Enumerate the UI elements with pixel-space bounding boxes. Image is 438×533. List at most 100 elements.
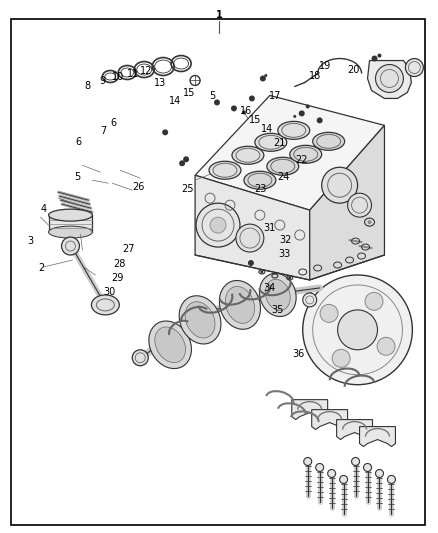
Circle shape [330,311,334,315]
Ellipse shape [406,59,424,77]
Circle shape [288,277,291,279]
Ellipse shape [321,167,357,203]
Polygon shape [360,426,396,447]
Circle shape [317,117,323,123]
Text: 13: 13 [154,78,166,88]
Text: 4: 4 [40,204,46,214]
Text: 9: 9 [99,77,106,86]
Ellipse shape [244,171,276,189]
Ellipse shape [236,224,264,252]
Ellipse shape [232,147,264,164]
Text: 32: 32 [279,235,292,245]
Ellipse shape [316,464,324,472]
Circle shape [242,110,246,115]
Circle shape [367,220,371,224]
Text: 10: 10 [112,72,124,82]
Text: 33: 33 [279,249,291,259]
Ellipse shape [255,133,287,151]
Circle shape [293,115,296,118]
Ellipse shape [332,349,350,367]
Ellipse shape [61,237,79,255]
Text: 30: 30 [103,287,115,297]
Ellipse shape [259,273,296,317]
Circle shape [183,156,189,162]
Ellipse shape [364,464,371,472]
Text: 6: 6 [110,118,117,128]
Text: 35: 35 [272,305,284,315]
Text: 29: 29 [112,273,124,283]
Ellipse shape [375,470,384,478]
Polygon shape [337,419,372,440]
Ellipse shape [49,226,92,238]
Text: 22: 22 [295,155,307,165]
Text: 16: 16 [240,106,252,116]
Ellipse shape [155,327,186,362]
Ellipse shape [304,457,312,465]
Circle shape [179,160,185,166]
Circle shape [307,289,312,294]
Ellipse shape [185,302,215,338]
Ellipse shape [377,337,395,356]
Text: 17: 17 [268,91,281,101]
Ellipse shape [92,295,119,315]
Circle shape [260,76,266,82]
Ellipse shape [303,275,413,385]
Circle shape [162,130,168,135]
Text: 31: 31 [263,223,276,233]
Text: 34: 34 [263,283,276,293]
Ellipse shape [313,132,345,150]
Circle shape [273,274,276,278]
Ellipse shape [179,296,221,344]
Text: 6: 6 [75,136,81,147]
Circle shape [299,110,305,116]
Text: 25: 25 [181,184,194,195]
Polygon shape [195,95,385,210]
Ellipse shape [328,470,336,478]
Ellipse shape [267,157,299,175]
Text: 28: 28 [113,259,126,269]
Text: 14: 14 [169,95,181,106]
Ellipse shape [303,293,317,307]
Polygon shape [195,175,310,280]
Text: 5: 5 [209,91,215,101]
Ellipse shape [225,286,254,324]
Text: 12: 12 [139,66,152,76]
Text: 21: 21 [273,138,286,148]
Polygon shape [49,215,92,232]
Text: 24: 24 [277,172,290,182]
Ellipse shape [196,203,240,247]
Ellipse shape [49,209,92,221]
Ellipse shape [338,310,378,350]
Polygon shape [312,410,348,430]
Ellipse shape [265,279,290,311]
Ellipse shape [365,293,383,310]
Text: 26: 26 [132,182,145,192]
Ellipse shape [278,122,310,139]
Text: 23: 23 [254,184,267,195]
Ellipse shape [352,457,360,465]
Text: 19: 19 [318,61,331,71]
Ellipse shape [209,161,241,179]
Text: 11: 11 [127,69,139,78]
Text: 1: 1 [215,10,223,20]
Text: 5: 5 [74,172,80,182]
Circle shape [249,95,255,101]
Ellipse shape [219,280,261,329]
Text: 2: 2 [38,263,44,272]
Text: 15: 15 [183,88,195,98]
Ellipse shape [132,350,148,366]
Ellipse shape [375,64,403,92]
Ellipse shape [149,321,191,369]
Text: 3: 3 [27,236,33,246]
Circle shape [306,104,310,108]
Polygon shape [292,400,328,419]
Polygon shape [367,61,411,99]
Text: 18: 18 [309,71,321,81]
Ellipse shape [348,193,371,217]
Circle shape [378,53,381,58]
Ellipse shape [339,475,348,483]
Text: 7: 7 [100,126,106,136]
Text: 14: 14 [261,124,273,134]
Ellipse shape [290,146,321,163]
Circle shape [248,260,254,266]
